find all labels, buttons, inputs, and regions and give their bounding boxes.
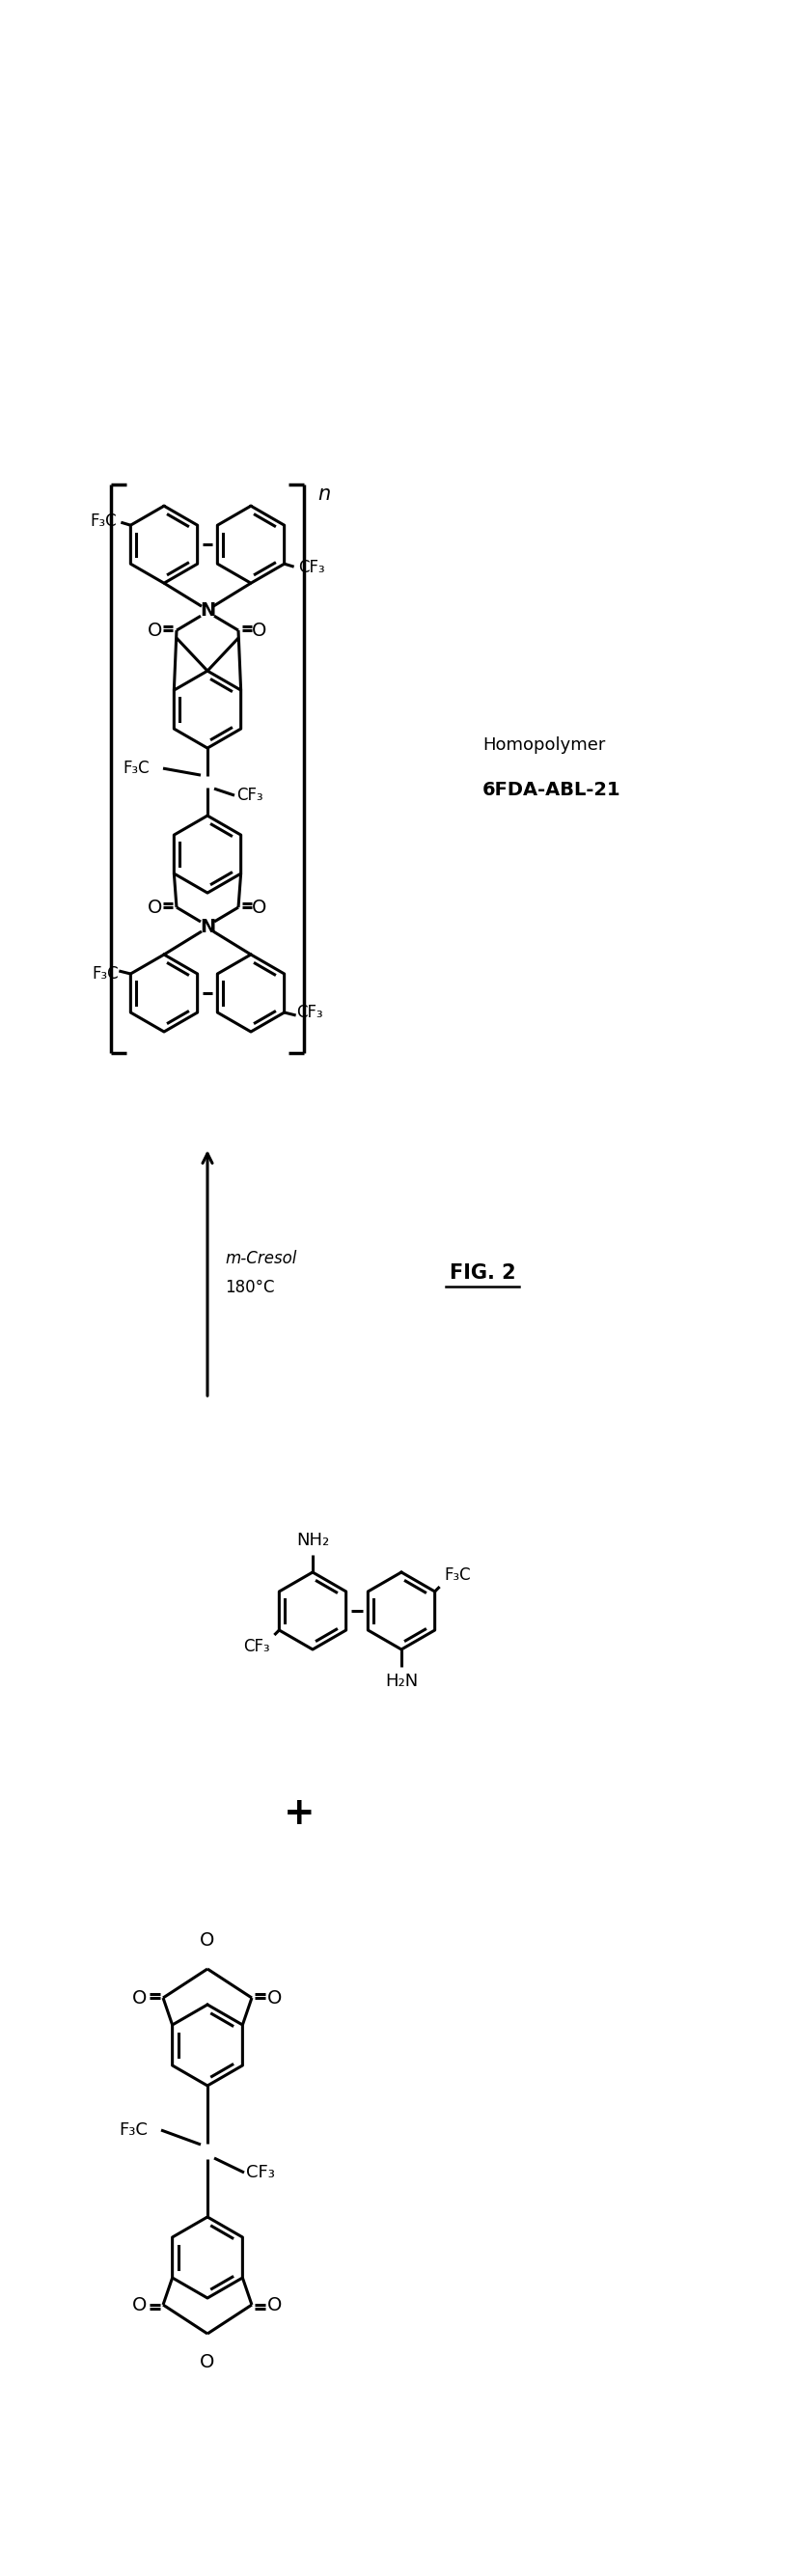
Text: +: + [284, 1795, 315, 1832]
Text: O: O [252, 899, 267, 917]
Text: m-Cresol: m-Cresol [225, 1249, 296, 1267]
Text: N: N [199, 920, 215, 938]
Text: F₃C: F₃C [445, 1566, 471, 1584]
Text: CF₃: CF₃ [246, 2164, 275, 2182]
Text: O: O [200, 1932, 215, 1950]
Text: CF₃: CF₃ [237, 786, 263, 804]
Text: Homopolymer: Homopolymer [482, 737, 606, 752]
Text: O: O [148, 899, 163, 917]
Text: O: O [132, 2295, 147, 2313]
Text: O: O [252, 621, 267, 639]
Text: NH₂: NH₂ [296, 1533, 329, 1548]
Text: n: n [317, 484, 330, 505]
Text: H₂N: H₂N [385, 1672, 418, 1690]
Text: 6FDA-ABL-21: 6FDA-ABL-21 [482, 781, 621, 799]
Text: O: O [148, 621, 163, 639]
Text: O: O [268, 1989, 282, 2007]
Text: F₃C: F₃C [90, 513, 117, 531]
Text: O: O [200, 2352, 215, 2372]
Text: O: O [132, 1989, 147, 2007]
Text: F₃C: F₃C [92, 966, 119, 981]
Text: CF₃: CF₃ [298, 559, 324, 577]
Text: CF₃: CF₃ [296, 1005, 323, 1020]
Text: CF₃: CF₃ [243, 1638, 269, 1656]
Text: FIG. 2: FIG. 2 [450, 1262, 516, 1283]
Text: F₃C: F₃C [119, 2123, 147, 2138]
Text: 180°C: 180°C [225, 1278, 274, 1296]
Text: F₃C: F₃C [123, 760, 150, 778]
Text: O: O [268, 2295, 282, 2313]
Text: N: N [199, 600, 215, 618]
